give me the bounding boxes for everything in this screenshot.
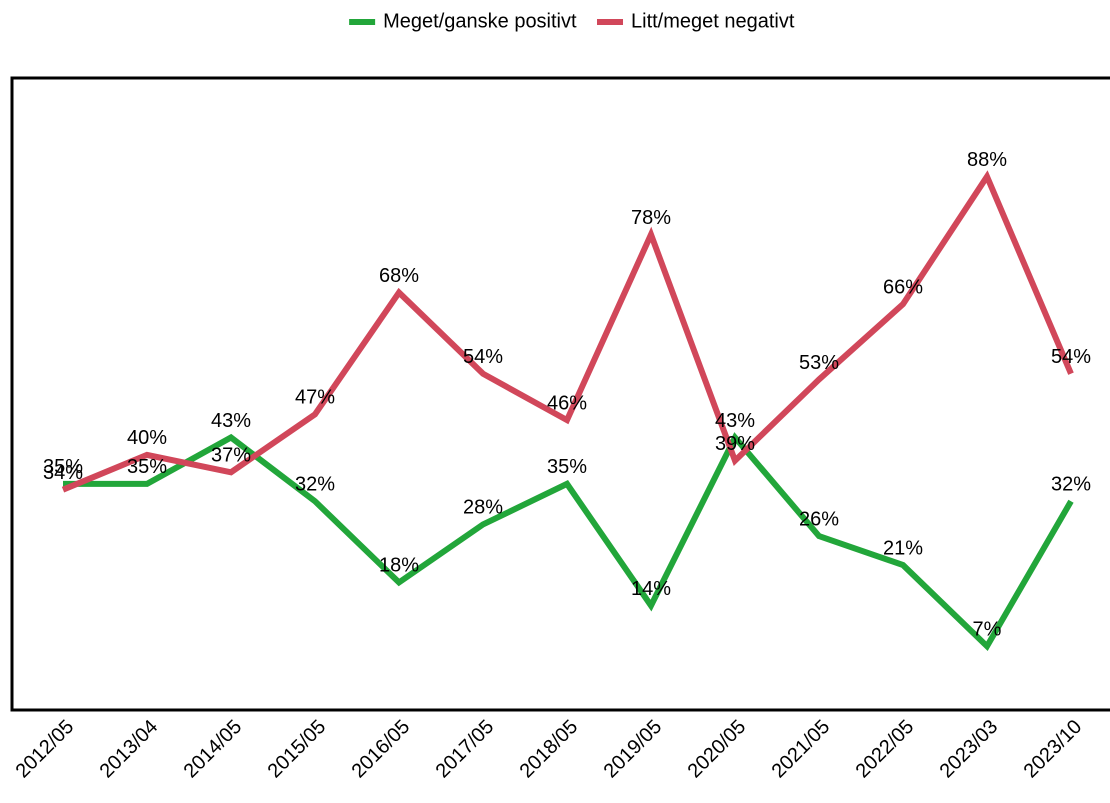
x-tick-label: 2018/05: [516, 716, 583, 783]
legend-label: Meget/ganske positivt: [383, 10, 577, 32]
legend-item: Meget/ganske positivt: [349, 10, 577, 32]
data-label: 54%: [463, 346, 503, 368]
legend-label: Litt/meget negativt: [631, 10, 795, 32]
data-label: 66%: [883, 276, 923, 298]
plot-frame: [10, 76, 1110, 712]
data-label: 68%: [379, 265, 419, 287]
data-label: 35%: [127, 456, 167, 478]
x-tick-label: 2020/05: [684, 716, 751, 783]
data-label: 88%: [967, 149, 1007, 171]
data-label: 47%: [295, 387, 335, 409]
data-label: 78%: [631, 207, 671, 229]
data-label: 34%: [43, 462, 83, 484]
x-tick-label: 2015/05: [264, 716, 331, 783]
x-tick-label: 2021/05: [768, 716, 835, 783]
data-label: 7%: [973, 619, 1002, 641]
data-label: 28%: [463, 497, 503, 519]
x-tick-label: 2013/04: [96, 716, 163, 783]
legend-item: Litt/meget negativt: [597, 10, 795, 32]
data-label: 21%: [883, 537, 923, 559]
data-label: 46%: [547, 392, 587, 414]
data-label: 43%: [211, 410, 251, 432]
data-label: 53%: [799, 352, 839, 374]
series-line: [63, 432, 1074, 652]
x-tick-label: 2016/05: [348, 716, 415, 783]
data-label: 18%: [379, 555, 419, 577]
data-label: 32%: [295, 474, 335, 496]
x-tick-label: 2022/05: [852, 716, 919, 783]
x-tick-label: 2023/03: [936, 716, 1003, 783]
x-tick-label: 2017/05: [432, 716, 499, 783]
data-label: 14%: [631, 578, 671, 600]
series-line: [61, 170, 1074, 493]
data-label: 26%: [799, 508, 839, 530]
data-label: 40%: [127, 427, 167, 449]
data-label: 39%: [715, 433, 755, 455]
x-tick-label: 2012/05: [12, 716, 79, 783]
data-label: 35%: [43, 456, 83, 478]
x-tick-label: 2014/05: [180, 716, 247, 783]
data-label: 43%: [715, 410, 755, 432]
x-tick-label: 2023/10: [1020, 716, 1087, 783]
data-label: 54%: [1051, 346, 1091, 368]
x-tick-label: 2019/05: [600, 716, 667, 783]
data-label: 37%: [211, 445, 251, 467]
data-label: 35%: [547, 456, 587, 478]
data-label: 32%: [1051, 474, 1091, 496]
